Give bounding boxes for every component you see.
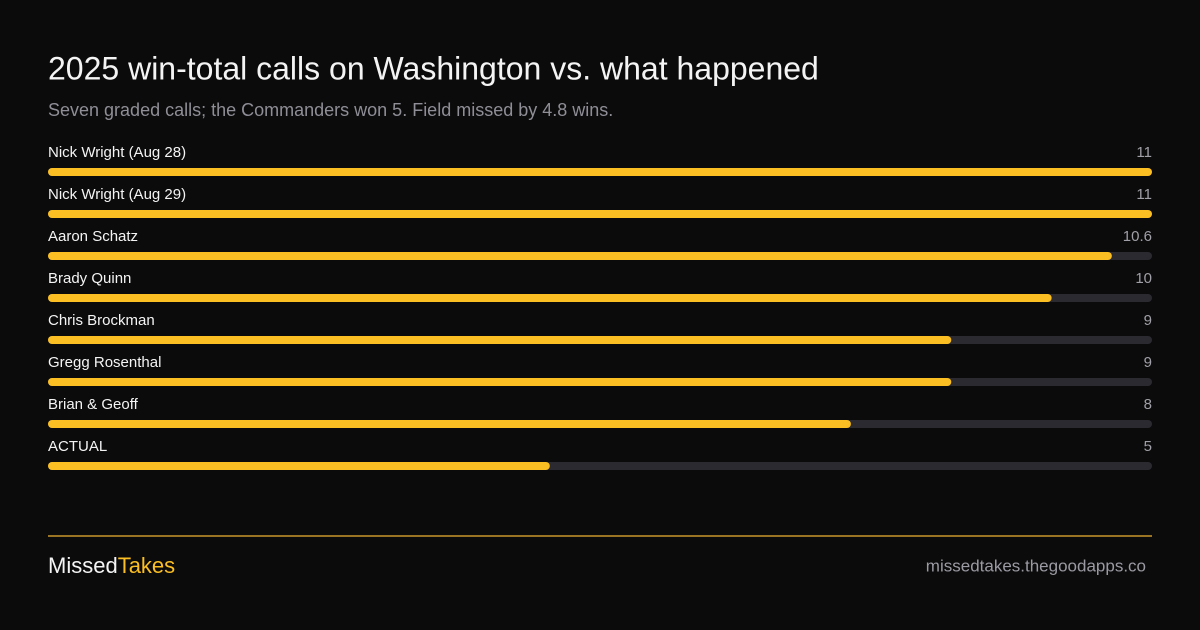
brand-second: Takes (118, 553, 175, 578)
bar (48, 252, 1112, 260)
bar-label: ACTUAL (48, 438, 107, 455)
bar (48, 210, 1152, 218)
bar (48, 420, 851, 428)
value-label: 5 (1144, 438, 1152, 455)
value-label: 9 (1144, 354, 1152, 371)
value-label: 10 (1135, 270, 1152, 287)
bar (48, 294, 1052, 302)
bar-label: Nick Wright (Aug 29) (48, 186, 186, 203)
brand-first: Missed (48, 553, 118, 578)
bar (48, 378, 952, 386)
bar-label: Chris Brockman (48, 312, 155, 329)
chart-title: 2025 win-total calls on Washington vs. w… (48, 50, 819, 86)
value-label: 11 (1136, 186, 1152, 203)
footer-url: missedtakes.thegoodapps.co (926, 556, 1146, 575)
bar-label: Gregg Rosenthal (48, 354, 161, 371)
bar-label: Aaron Schatz (48, 228, 138, 245)
value-label: 8 (1144, 396, 1152, 413)
bar-label: Brady Quinn (48, 270, 131, 287)
bar-label: Brian & Geoff (48, 396, 139, 413)
value-label: 9 (1144, 312, 1152, 329)
bar (48, 336, 952, 344)
brand: MissedTakes (48, 553, 175, 578)
chart-subtitle: Seven graded calls; the Commanders won 5… (48, 100, 613, 120)
value-label: 11 (1136, 144, 1152, 161)
bar-label: Nick Wright (Aug 28) (48, 144, 186, 161)
bar (48, 168, 1152, 176)
bar (48, 462, 550, 470)
value-label: 10.6 (1123, 228, 1152, 245)
